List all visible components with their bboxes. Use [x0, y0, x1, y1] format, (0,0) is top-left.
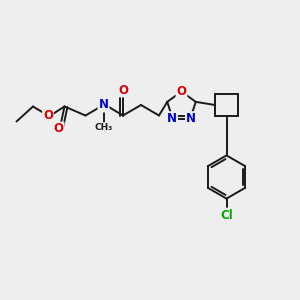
Text: Cl: Cl: [220, 208, 233, 222]
Text: N: N: [167, 112, 177, 125]
Text: O: O: [176, 85, 187, 98]
Text: CH₃: CH₃: [94, 123, 112, 132]
Text: N: N: [186, 112, 196, 125]
Text: O: O: [43, 109, 53, 122]
Text: O: O: [118, 83, 128, 97]
Text: N: N: [98, 98, 109, 112]
Text: O: O: [53, 122, 64, 136]
